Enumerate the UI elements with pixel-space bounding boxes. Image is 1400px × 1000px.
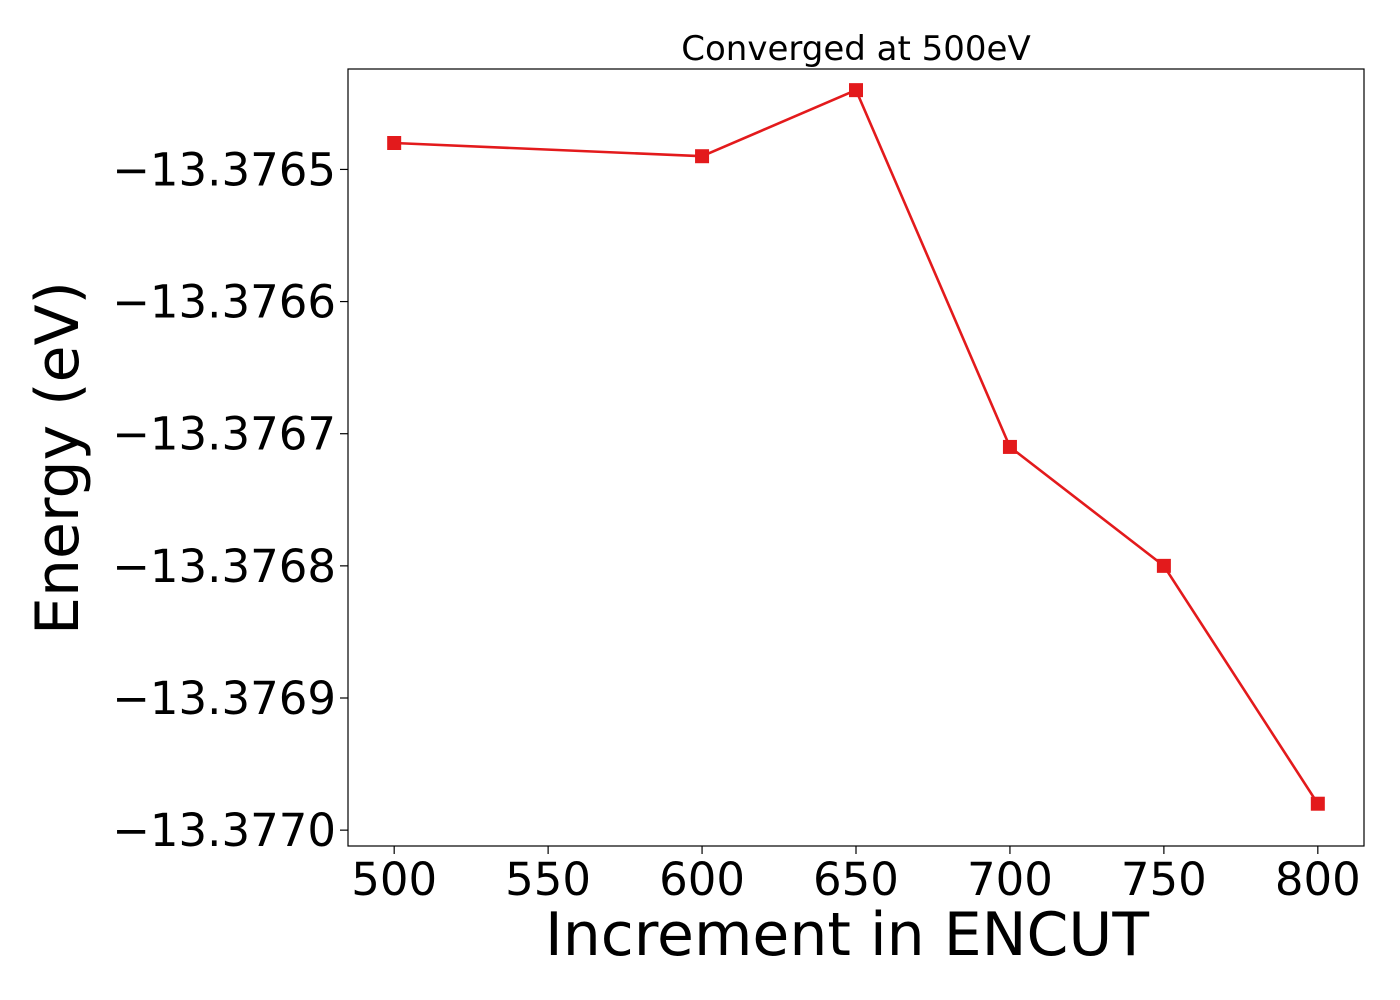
x-tick-label: 650 xyxy=(813,853,899,906)
y-tick-label: −13.3765 xyxy=(112,143,336,196)
data-point-marker xyxy=(1156,558,1171,573)
y-axis-label: Energy (eV) xyxy=(23,281,93,635)
y-tick-label: −13.3770 xyxy=(112,804,336,857)
plot-area xyxy=(347,68,1365,847)
data-point-marker xyxy=(1002,439,1017,454)
y-tick-label: −13.3766 xyxy=(112,276,336,329)
x-tick-label: 750 xyxy=(1121,853,1207,906)
data-point-marker xyxy=(695,149,710,164)
x-tick-label: 500 xyxy=(351,853,437,906)
data-point-marker xyxy=(849,83,863,98)
data-point-marker xyxy=(387,136,402,150)
plot-frame xyxy=(347,68,1365,847)
y-tick-label: −13.3769 xyxy=(112,672,336,725)
chart-title: Converged at 500eV xyxy=(681,29,1030,69)
y-axis-ticks: −13.3765 −13.3766 −13.3767 −13.3768 −13.3769… xyxy=(112,143,348,857)
series-layer xyxy=(387,83,1325,811)
series-line xyxy=(394,88,1319,805)
x-tick-label: 800 xyxy=(1275,853,1361,906)
data-point-marker xyxy=(1310,796,1325,811)
y-tick-label: −13.3767 xyxy=(112,408,336,461)
x-tick-label: 700 xyxy=(967,853,1053,906)
y-tick-label: −13.3768 xyxy=(112,540,336,593)
x-tick-label: 550 xyxy=(505,853,591,906)
x-tick-label: 600 xyxy=(659,853,745,906)
x-axis-ticks: 500 550 600 650 700 750 800 xyxy=(351,846,1361,906)
x-axis-label: Increment in ENCUT xyxy=(545,900,1149,970)
